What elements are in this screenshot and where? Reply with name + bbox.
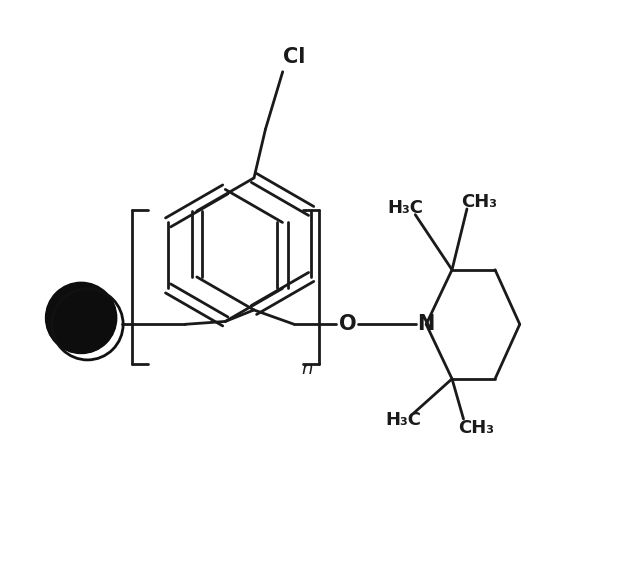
- Circle shape: [68, 305, 101, 338]
- Circle shape: [79, 316, 93, 330]
- Circle shape: [85, 322, 89, 326]
- Circle shape: [49, 285, 115, 351]
- Circle shape: [77, 315, 94, 331]
- Circle shape: [62, 299, 105, 342]
- Circle shape: [67, 304, 102, 339]
- Circle shape: [54, 290, 111, 348]
- Circle shape: [79, 315, 94, 331]
- Text: N: N: [417, 315, 435, 334]
- Circle shape: [72, 308, 99, 335]
- Circle shape: [80, 317, 93, 329]
- Circle shape: [64, 301, 104, 341]
- Circle shape: [74, 311, 97, 334]
- Text: H₃C: H₃C: [387, 199, 423, 217]
- Circle shape: [74, 311, 97, 333]
- Circle shape: [63, 300, 104, 342]
- Circle shape: [58, 294, 108, 345]
- Circle shape: [57, 293, 109, 346]
- Circle shape: [83, 319, 91, 328]
- Circle shape: [65, 301, 104, 340]
- Circle shape: [55, 292, 110, 347]
- Circle shape: [45, 282, 116, 354]
- Circle shape: [76, 312, 96, 332]
- Circle shape: [81, 317, 92, 329]
- Circle shape: [73, 309, 98, 335]
- Circle shape: [69, 306, 100, 337]
- Circle shape: [49, 286, 115, 351]
- Circle shape: [52, 289, 113, 349]
- Circle shape: [50, 286, 114, 351]
- Circle shape: [87, 324, 88, 325]
- Circle shape: [65, 302, 103, 340]
- Circle shape: [61, 298, 106, 342]
- Circle shape: [66, 302, 102, 339]
- Circle shape: [81, 318, 92, 329]
- Circle shape: [77, 314, 95, 332]
- Circle shape: [60, 297, 106, 343]
- Circle shape: [76, 313, 95, 332]
- Circle shape: [52, 289, 112, 348]
- Circle shape: [86, 323, 88, 325]
- Circle shape: [72, 309, 98, 335]
- Circle shape: [67, 303, 102, 339]
- Text: CH₃: CH₃: [461, 193, 497, 211]
- Circle shape: [51, 287, 113, 350]
- Text: Cl: Cl: [283, 48, 305, 67]
- Text: H₃C: H₃C: [385, 411, 421, 429]
- Circle shape: [53, 290, 111, 348]
- Circle shape: [59, 296, 108, 344]
- Circle shape: [47, 284, 115, 352]
- Circle shape: [71, 308, 99, 336]
- Circle shape: [60, 296, 107, 344]
- Circle shape: [70, 307, 100, 336]
- Circle shape: [47, 284, 116, 352]
- Circle shape: [58, 295, 108, 345]
- Circle shape: [83, 320, 90, 327]
- Text: O: O: [339, 315, 356, 334]
- Circle shape: [46, 283, 116, 353]
- Circle shape: [68, 305, 100, 338]
- Text: n: n: [301, 359, 313, 378]
- Circle shape: [75, 312, 96, 333]
- Circle shape: [54, 292, 110, 347]
- Circle shape: [61, 298, 106, 343]
- Circle shape: [82, 319, 92, 328]
- Circle shape: [84, 321, 90, 326]
- Circle shape: [84, 321, 90, 327]
- Circle shape: [56, 293, 109, 346]
- Text: CH₃: CH₃: [458, 418, 494, 437]
- Circle shape: [51, 288, 113, 350]
